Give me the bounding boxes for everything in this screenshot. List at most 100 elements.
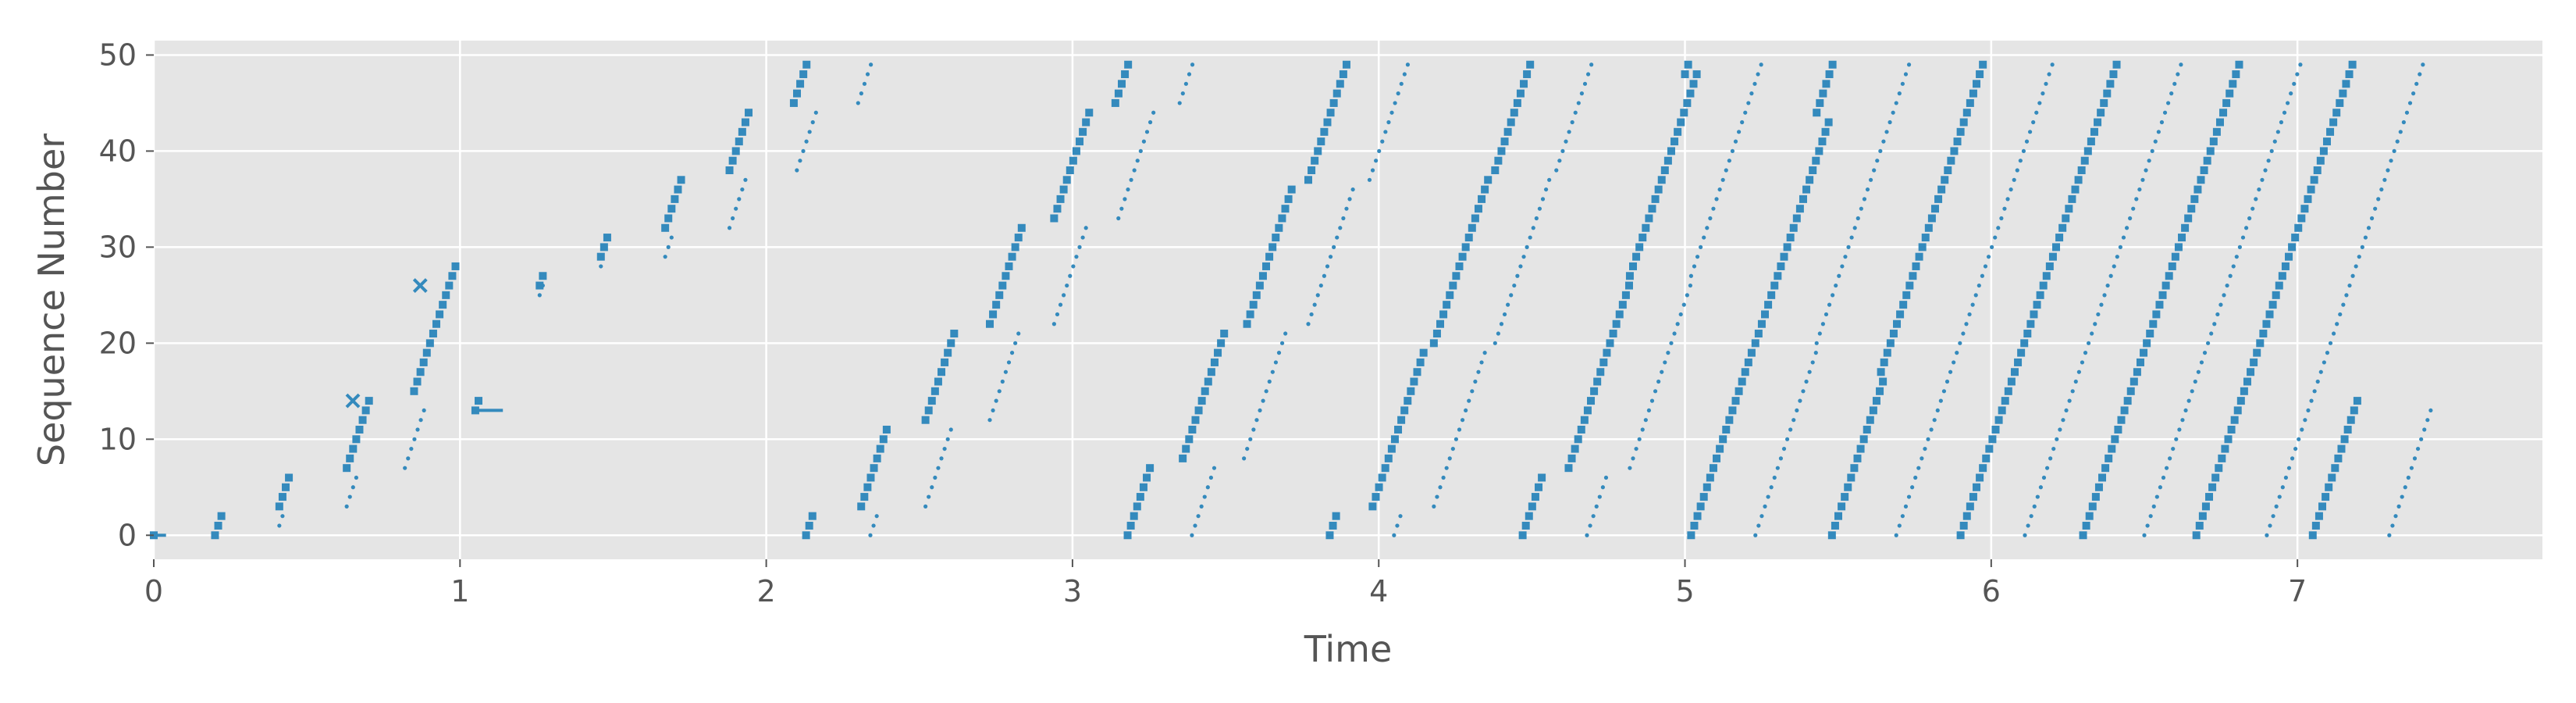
- sent-point: [1962, 512, 1971, 520]
- sent-point: [1053, 205, 1062, 213]
- acked-point: [2142, 533, 2147, 537]
- sent-point: [2197, 176, 2205, 184]
- sent-point: [2187, 205, 2196, 213]
- acked-point: [2393, 514, 2398, 519]
- sent-point: [1258, 272, 1267, 280]
- sent-point: [1497, 147, 1506, 155]
- acked-point: [2073, 379, 2078, 384]
- sent-point: [860, 493, 869, 501]
- sent-point: [799, 70, 808, 79]
- sent-point: [1648, 205, 1656, 213]
- acked-point: [1916, 466, 1921, 470]
- sent-point: [1194, 406, 1203, 415]
- acked-point: [2318, 369, 2323, 374]
- sent-point: [1372, 493, 1380, 501]
- acked-point: [1660, 369, 1664, 374]
- sent-point: [1795, 205, 1804, 213]
- sent-point: [365, 397, 373, 405]
- acked-point: [2023, 533, 2027, 537]
- acked-point: [1872, 168, 1877, 173]
- acked-point: [2012, 177, 2016, 182]
- sent-point: [2328, 473, 2336, 482]
- acked-point: [1603, 475, 1609, 480]
- sent-point: [1725, 416, 1734, 424]
- acked-point: [1788, 427, 1793, 432]
- acked-point: [868, 533, 873, 537]
- sent-point: [1005, 262, 1013, 270]
- acked-point: [2366, 226, 2371, 230]
- sent-point: [1966, 98, 1974, 107]
- sent-point: [2126, 387, 2135, 395]
- acked-point: [2090, 331, 2094, 336]
- acked-point: [1270, 369, 1275, 374]
- sent-point: [2068, 194, 2076, 203]
- sent-point: [1962, 109, 1971, 117]
- sent-point: [2281, 262, 2290, 270]
- sent-point: [1722, 426, 1731, 434]
- sent-point: [1632, 252, 1641, 261]
- sent-point: [876, 444, 884, 453]
- sent-point: [2117, 416, 2126, 424]
- acked-point: [2357, 255, 2361, 259]
- sent-point: [1738, 377, 1746, 386]
- acked-point: [2159, 120, 2165, 125]
- sent-point: [1687, 531, 1695, 540]
- sent-point: [1853, 454, 1862, 462]
- sent-point: [2184, 214, 2193, 223]
- acked-point: [1193, 523, 1197, 528]
- sent-point: [1979, 60, 1987, 69]
- acked-point: [1506, 302, 1510, 307]
- acked-point: [2128, 216, 2133, 221]
- acked-point: [1993, 235, 1998, 240]
- acked-point: [1579, 91, 1585, 96]
- acked-point: [862, 81, 867, 86]
- sent-point: [2326, 127, 2335, 136]
- sent-point: [2074, 176, 2083, 184]
- sent-point: [1816, 98, 1824, 107]
- sent-point: [2010, 368, 2019, 376]
- sent-point: [2294, 223, 2303, 232]
- sent-point: [2319, 147, 2328, 155]
- acked-point: [2112, 264, 2116, 269]
- sent-point: [1799, 194, 1807, 203]
- sent-point: [2171, 252, 2179, 261]
- acked-point: [1576, 101, 1581, 105]
- sent-point: [2316, 156, 2325, 165]
- sent-point: [1899, 301, 1908, 309]
- sent-point: [934, 377, 942, 386]
- acked-point: [1332, 244, 1336, 249]
- sent-point: [1308, 166, 1316, 174]
- sent-point: [278, 493, 286, 501]
- acked-point: [1685, 293, 1689, 298]
- sent-point: [873, 454, 881, 462]
- sent-point: [2345, 70, 2354, 79]
- sent-point: [2275, 281, 2283, 290]
- acked-point: [1759, 514, 1764, 519]
- acked-point: [2266, 159, 2271, 163]
- sent-point: [1491, 166, 1500, 174]
- sent-point: [1757, 319, 1766, 328]
- acked-point: [2209, 331, 2214, 336]
- acked-point: [1897, 523, 1902, 528]
- sent-point: [1387, 444, 1396, 453]
- acked-point: [1634, 446, 1638, 451]
- acked-point: [537, 293, 542, 298]
- acked-point: [1976, 283, 1981, 288]
- acked-point: [2080, 360, 2085, 365]
- x-tick-label: 1: [450, 574, 469, 608]
- sent-point: [1317, 137, 1325, 146]
- acked-point: [1350, 187, 1355, 192]
- sent-point: [1066, 166, 1074, 174]
- acked-point: [1894, 533, 1898, 537]
- acked-point: [2390, 523, 2395, 528]
- acked-point: [403, 466, 407, 470]
- sent-point: [1243, 319, 1251, 328]
- acked-point: [1675, 322, 1680, 327]
- acked-point: [1672, 331, 1677, 336]
- sent-point: [1191, 416, 1200, 424]
- sent-point: [2318, 502, 2327, 511]
- sent-point: [2240, 387, 2248, 395]
- acked-point: [1913, 475, 1918, 480]
- sent-point: [1133, 502, 1141, 511]
- sent-point: [1419, 348, 1428, 357]
